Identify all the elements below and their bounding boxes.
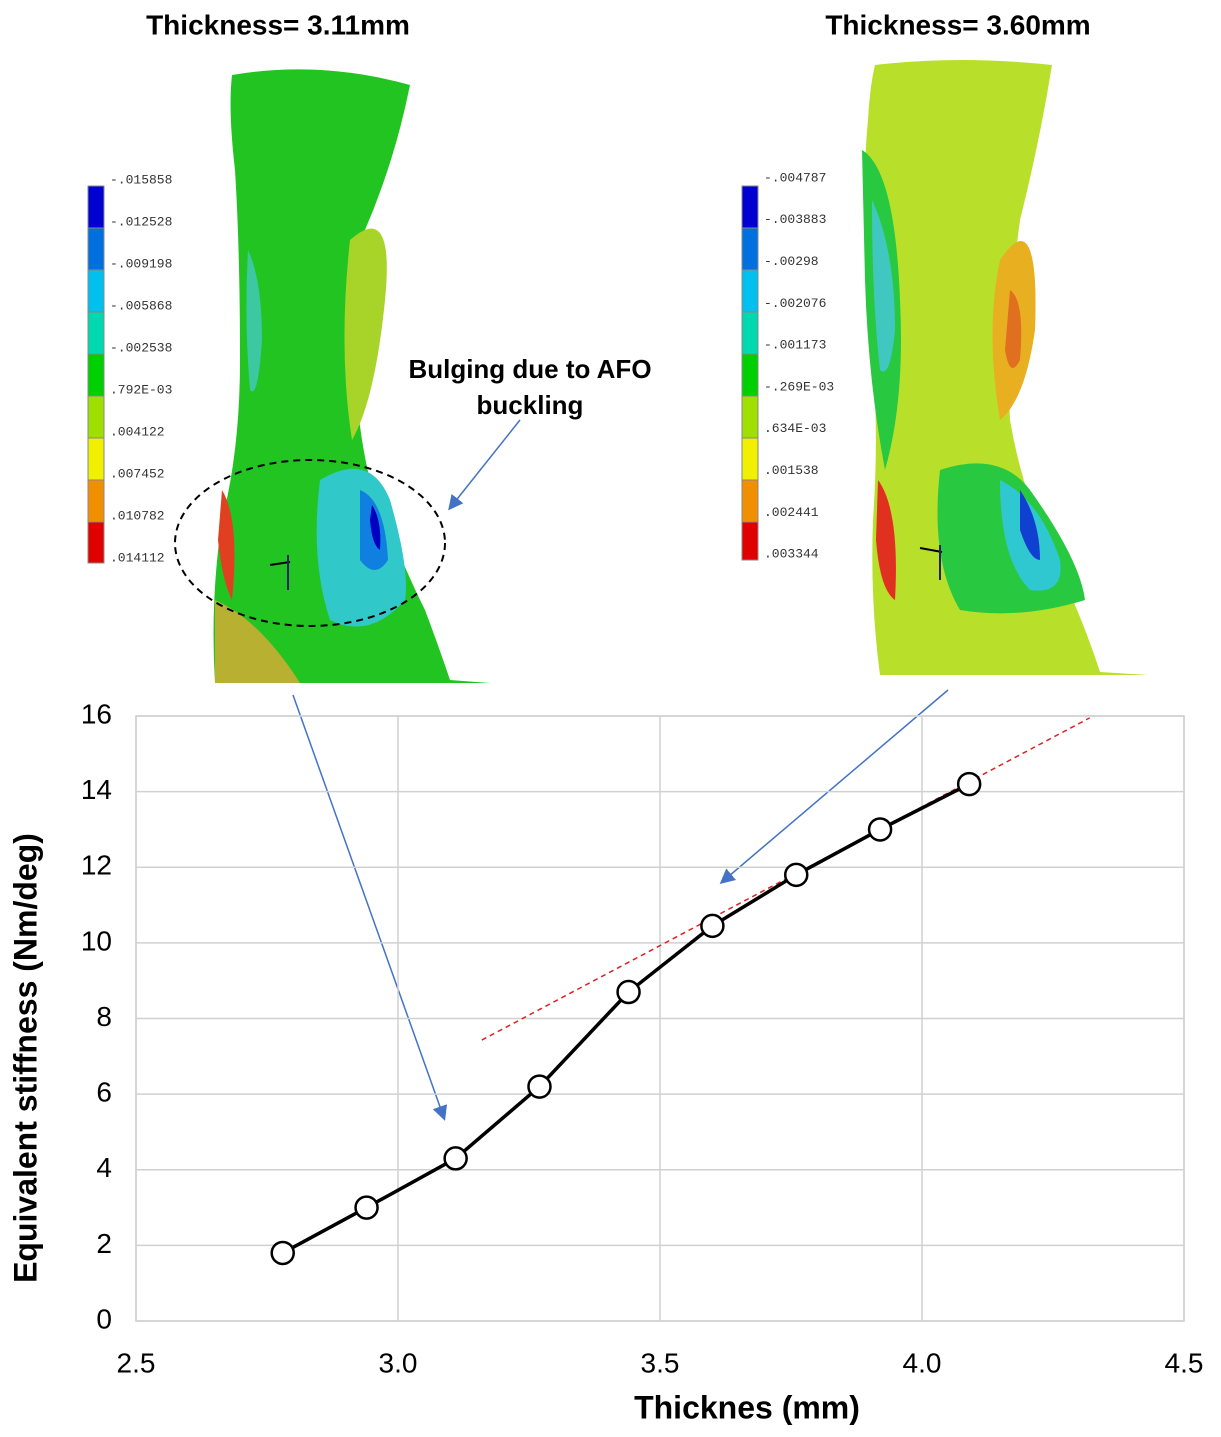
data-point	[356, 1197, 378, 1219]
figure-title: Thickness= 3.11mm	[146, 9, 410, 40]
fea-model-right	[862, 60, 1148, 675]
y-tick-label: 16	[81, 698, 112, 729]
x-tick-label: 3.0	[379, 1347, 418, 1378]
figure: Thickness= 3.11mm Thickness= 3.60mm Bulg…	[0, 0, 1221, 1432]
y-tick-label: 12	[81, 850, 112, 881]
x-tick-label: 4.0	[903, 1347, 942, 1378]
colorbar-label: -.012528	[110, 214, 172, 229]
x-axis-title: Thicknes (mm)	[634, 1389, 860, 1425]
data-point	[869, 818, 891, 840]
y-tick-label: 10	[81, 925, 112, 956]
data-point	[701, 915, 723, 937]
colorbar-label: -.002076	[764, 296, 826, 311]
colorbar-label: -.269E-03	[764, 379, 834, 394]
colorbar-label: .014112	[110, 550, 165, 565]
colorbar-label: -.002538	[110, 340, 172, 355]
colorbar-label: -.00298	[764, 254, 819, 269]
colorbar-label: .007452	[110, 466, 165, 481]
y-tick-label: 2	[96, 1228, 112, 1259]
figure-title: Thickness= 3.60mm	[825, 9, 1090, 40]
y-tick-label: 0	[96, 1303, 112, 1334]
x-tick-label: 2.5	[117, 1347, 156, 1378]
colorbar-label: .004122	[110, 424, 165, 439]
annotation: buckling	[477, 390, 584, 420]
colorbar-label: -.009198	[110, 256, 172, 271]
plot: 0 2 4 6 8 10 12 14 16 2.5 3.0 3.5 4.0 4.5	[81, 698, 1204, 1378]
data-point	[528, 1076, 550, 1098]
data-point	[958, 773, 980, 795]
colorbar-label: .002441	[764, 505, 819, 520]
x-tick-label: 3.5	[641, 1347, 680, 1378]
y-tick-label: 14	[81, 774, 112, 805]
y-tick-label: 4	[96, 1152, 112, 1183]
colorbar-label: -.004787	[764, 170, 826, 185]
colorbar-left	[88, 186, 104, 563]
x-tick-label: 4.5	[1165, 1347, 1204, 1378]
colorbar-label: .001538	[764, 463, 819, 478]
annotation: Bulging due to AFO	[408, 354, 651, 384]
colorbar-label: -.005868	[110, 298, 172, 313]
arrow	[293, 695, 444, 1118]
y-tick-label: 8	[96, 1001, 112, 1032]
data-point	[445, 1147, 467, 1169]
colorbar-label: .634E-03	[764, 421, 826, 436]
colorbar-label: -.003883	[764, 212, 826, 227]
colorbar-label: .010782	[110, 508, 165, 523]
colorbar-right	[742, 186, 758, 560]
data-point	[618, 981, 640, 1003]
y-axis-title: Equivalent stiffness (Nm/deg)	[7, 833, 43, 1283]
y-tick-label: 6	[96, 1077, 112, 1108]
colorbar-label: .003344	[764, 547, 819, 562]
data-point	[785, 864, 807, 886]
colorbar-label: -.015858	[110, 172, 172, 187]
colorbar-label: .792E-03	[110, 382, 172, 397]
colorbar-label: -.001173	[764, 338, 826, 353]
arrow	[450, 420, 520, 508]
data-point	[272, 1242, 294, 1264]
